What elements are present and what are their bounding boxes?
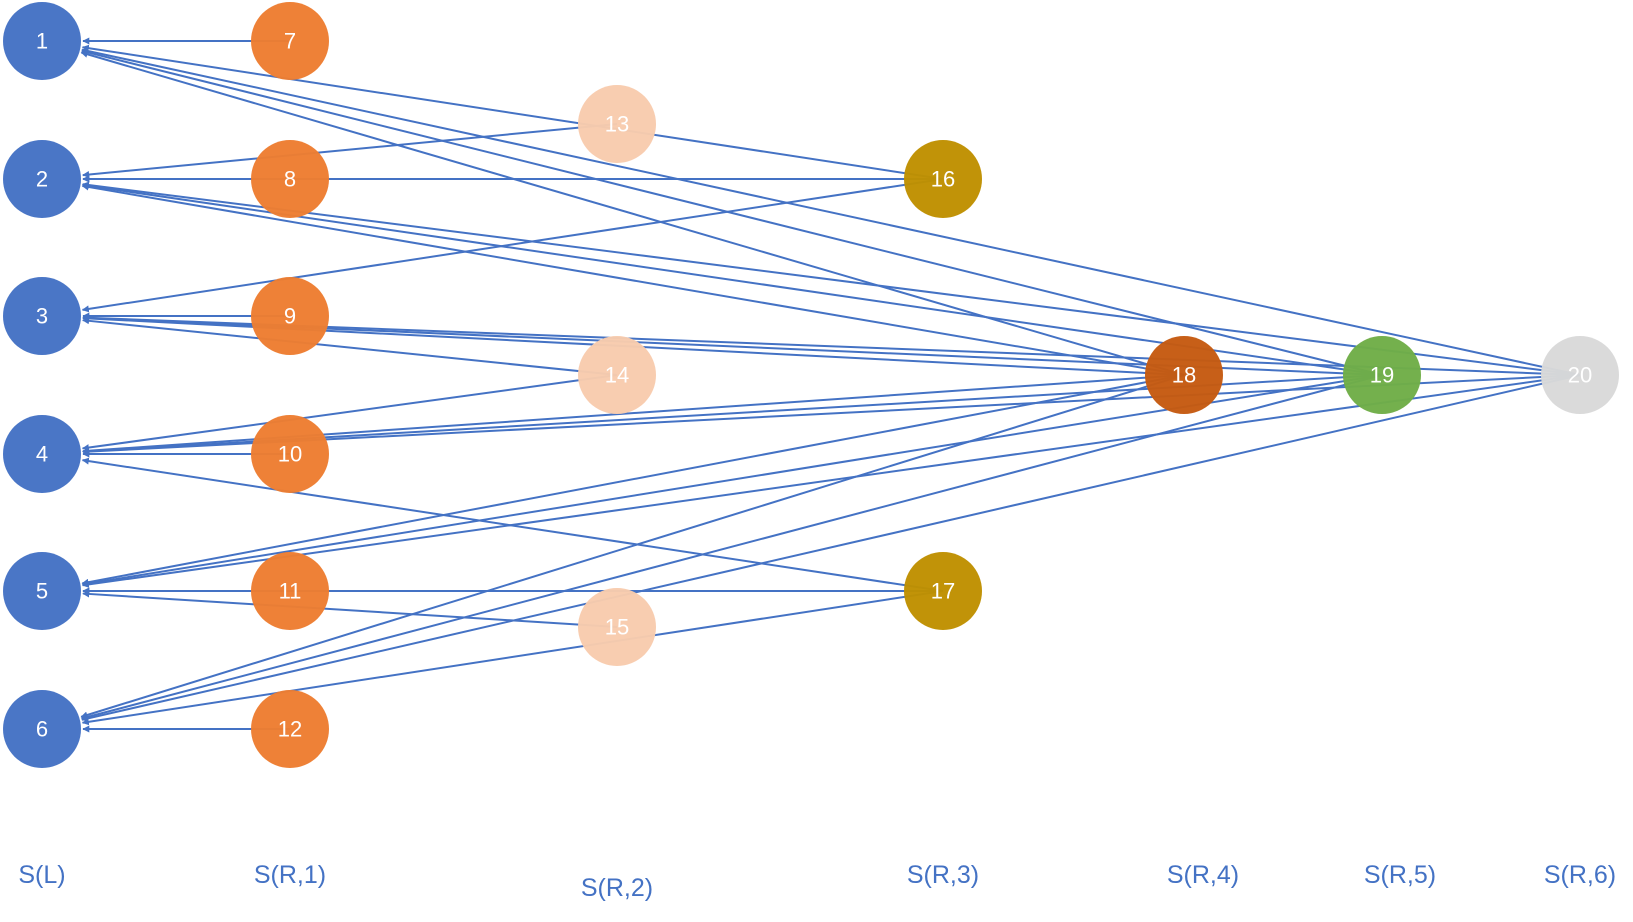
node-circle-13 bbox=[578, 85, 656, 163]
node-label-18: 18 bbox=[1172, 363, 1196, 388]
edge-18-to-6 bbox=[80, 374, 1185, 719]
layer-label-R4: S(R,4) bbox=[1167, 861, 1239, 889]
node-label-1: 1 bbox=[36, 29, 48, 54]
node-4: 4 bbox=[3, 415, 81, 493]
node-label-3: 3 bbox=[36, 304, 48, 329]
node-label-16: 16 bbox=[931, 167, 955, 192]
edge-20-to-4 bbox=[82, 374, 1581, 456]
node-18: 18 bbox=[1145, 336, 1223, 414]
layer-label-R6: S(R,6) bbox=[1544, 861, 1616, 889]
node-1: 1 bbox=[3, 2, 81, 80]
layer-label-R5: S(R,5) bbox=[1364, 861, 1436, 889]
edge-19-to-1 bbox=[81, 49, 1383, 376]
node-9: 9 bbox=[251, 277, 329, 355]
edge-20-to-2 bbox=[81, 181, 1581, 376]
edge-15-to-5 bbox=[82, 590, 618, 628]
node-circle-7 bbox=[251, 2, 329, 80]
node-label-19: 19 bbox=[1370, 363, 1394, 388]
node-label-4: 4 bbox=[36, 442, 48, 467]
node-7: 7 bbox=[251, 2, 329, 80]
node-circle-14 bbox=[578, 336, 656, 414]
edge-20-to-1 bbox=[81, 47, 1581, 376]
node-2: 2 bbox=[3, 140, 81, 218]
layer-label-L: S(L) bbox=[18, 861, 65, 889]
node-label-17: 17 bbox=[931, 579, 955, 604]
node-19: 19 bbox=[1343, 336, 1421, 414]
node-circle-17 bbox=[904, 552, 982, 630]
node-3: 3 bbox=[3, 277, 81, 355]
node-label-9: 9 bbox=[284, 304, 296, 329]
node-20: 20 bbox=[1541, 336, 1619, 414]
node-label-6: 6 bbox=[36, 717, 48, 742]
node-circle-6 bbox=[3, 690, 81, 768]
layer-label-R1: S(R,1) bbox=[254, 861, 326, 889]
node-circle-8 bbox=[251, 140, 329, 218]
node-label-13: 13 bbox=[605, 112, 629, 137]
node-circle-1 bbox=[3, 2, 81, 80]
edge-13-to-2 bbox=[82, 123, 618, 178]
edge-14-to-3 bbox=[82, 317, 618, 376]
node-label-2: 2 bbox=[36, 167, 48, 192]
node-circle-10 bbox=[251, 415, 329, 493]
edge-20-to-3 bbox=[82, 314, 1581, 376]
node-circle-3 bbox=[3, 277, 81, 355]
node-5: 5 bbox=[3, 552, 81, 630]
node-label-10: 10 bbox=[278, 442, 302, 467]
node-circle-16 bbox=[904, 140, 982, 218]
node-15: 15 bbox=[578, 588, 656, 666]
node-circle-20 bbox=[1541, 336, 1619, 414]
node-8: 8 bbox=[251, 140, 329, 218]
layer-label-R3: S(R,3) bbox=[907, 861, 979, 889]
edge-16-to-1 bbox=[81, 44, 944, 180]
node-circle-4 bbox=[3, 415, 81, 493]
edge-18-to-1 bbox=[80, 50, 1185, 376]
edge-17-to-6 bbox=[81, 590, 944, 726]
node-label-15: 15 bbox=[605, 615, 629, 640]
node-13: 13 bbox=[578, 85, 656, 163]
node-circle-19 bbox=[1343, 336, 1421, 414]
node-10: 10 bbox=[251, 415, 329, 493]
edge-20-to-5 bbox=[81, 374, 1581, 588]
node-label-8: 8 bbox=[284, 167, 296, 192]
edge-18-to-2 bbox=[81, 183, 1185, 376]
edge-14-to-4 bbox=[81, 374, 618, 452]
edge-18-to-5 bbox=[81, 374, 1185, 586]
node-label-14: 14 bbox=[605, 363, 629, 388]
node-6: 6 bbox=[3, 690, 81, 768]
node-16: 16 bbox=[904, 140, 982, 218]
node-circle-12 bbox=[251, 690, 329, 768]
node-circle-11 bbox=[251, 552, 329, 630]
node-label-11: 11 bbox=[279, 579, 302, 604]
node-label-5: 5 bbox=[36, 579, 48, 604]
node-label-12: 12 bbox=[278, 717, 302, 742]
edge-20-to-6 bbox=[81, 374, 1581, 722]
node-circle-15 bbox=[578, 588, 656, 666]
node-label-7: 7 bbox=[284, 29, 296, 54]
node-circle-9 bbox=[251, 277, 329, 355]
edge-16-to-3 bbox=[81, 178, 944, 313]
node-11: 11 bbox=[251, 552, 329, 630]
node-circle-5 bbox=[3, 552, 81, 630]
edges-group bbox=[80, 37, 1581, 733]
node-label-20: 20 bbox=[1568, 363, 1592, 388]
node-17: 17 bbox=[904, 552, 982, 630]
layer-labels-group: S(L) S(R,1) S(R,2) S(R,3) S(R,4) S(R,5) S(R,6) bbox=[18, 861, 1616, 902]
node-14: 14 bbox=[578, 336, 656, 414]
node-12: 12 bbox=[251, 690, 329, 768]
node-circle-18 bbox=[1145, 336, 1223, 414]
edge-19-to-5 bbox=[81, 374, 1383, 587]
layer-label-R2: S(R,2) bbox=[581, 874, 653, 902]
node-circle-2 bbox=[3, 140, 81, 218]
